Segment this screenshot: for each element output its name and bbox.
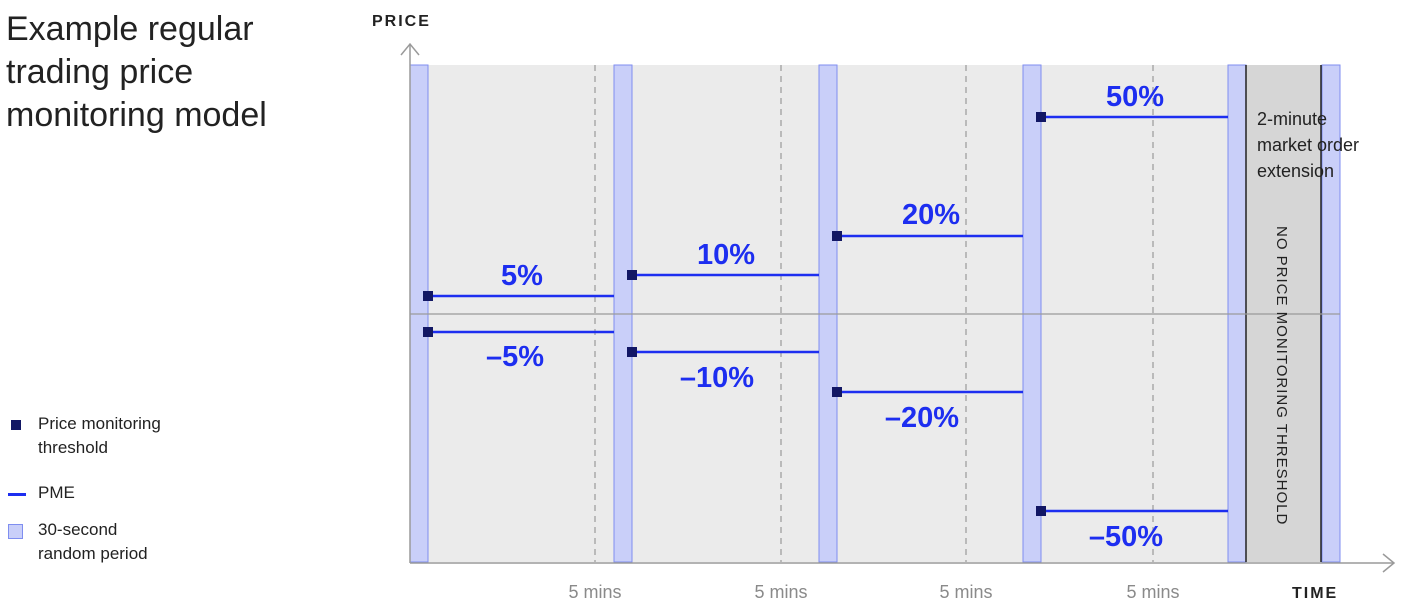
tick-label: 5 mins: [568, 582, 621, 601]
legend-label-line: Price monitoring: [38, 414, 161, 433]
threshold-label-lower: –50%: [1089, 521, 1163, 553]
threshold-marker: [423, 327, 433, 337]
threshold-marker: [832, 387, 842, 397]
y-axis-title: PRICE: [372, 13, 431, 30]
tick-label: 5 mins: [1126, 582, 1179, 601]
extension-label-line: extension: [1257, 161, 1334, 181]
threshold-label-lower: –10%: [680, 362, 754, 394]
no-monitoring-label: NO PRICE MONITORING THRESHOLD: [1273, 226, 1290, 525]
legend-label-line: random period: [38, 544, 148, 563]
pme-line-icon: [8, 493, 26, 496]
threshold-marker: [832, 231, 842, 241]
extension-label: 2-minute market order extension: [1257, 109, 1364, 181]
threshold-label-upper: 50%: [1106, 81, 1164, 113]
threshold-label-upper: 20%: [902, 199, 960, 231]
diagram-title: Example regular trading price monitoring…: [6, 10, 267, 134]
threshold-label-lower: –5%: [486, 341, 544, 373]
threshold-label-lower: –20%: [885, 402, 959, 434]
legend-label-line: 30-second: [38, 520, 118, 539]
extension-label-line: market order: [1257, 135, 1359, 155]
threshold-marker: [423, 291, 433, 301]
threshold-marker-icon: [11, 420, 21, 430]
legend-label-pme: PME: [38, 483, 75, 502]
legend-label-threshold: Price monitoring threshold: [38, 412, 208, 460]
threshold-marker: [1036, 506, 1046, 516]
threshold-marker: [1036, 112, 1046, 122]
y-axis-arrow: [400, 42, 420, 56]
x-axis-arrow: [1382, 553, 1396, 573]
x-axis-title: TIME: [1292, 585, 1338, 601]
tick-label: 5 mins: [939, 582, 992, 601]
random-period-icon: [8, 524, 23, 539]
tick-label: 5 mins: [754, 582, 807, 601]
threshold-marker: [627, 347, 637, 357]
legend-label-line: threshold: [38, 438, 108, 457]
extension-label-line: 2-minute: [1257, 109, 1327, 129]
legend-label-random-period: 30-second random period: [38, 518, 208, 566]
threshold-marker: [627, 270, 637, 280]
threshold-label-upper: 5%: [501, 260, 543, 292]
threshold-label-upper: 10%: [697, 239, 755, 271]
